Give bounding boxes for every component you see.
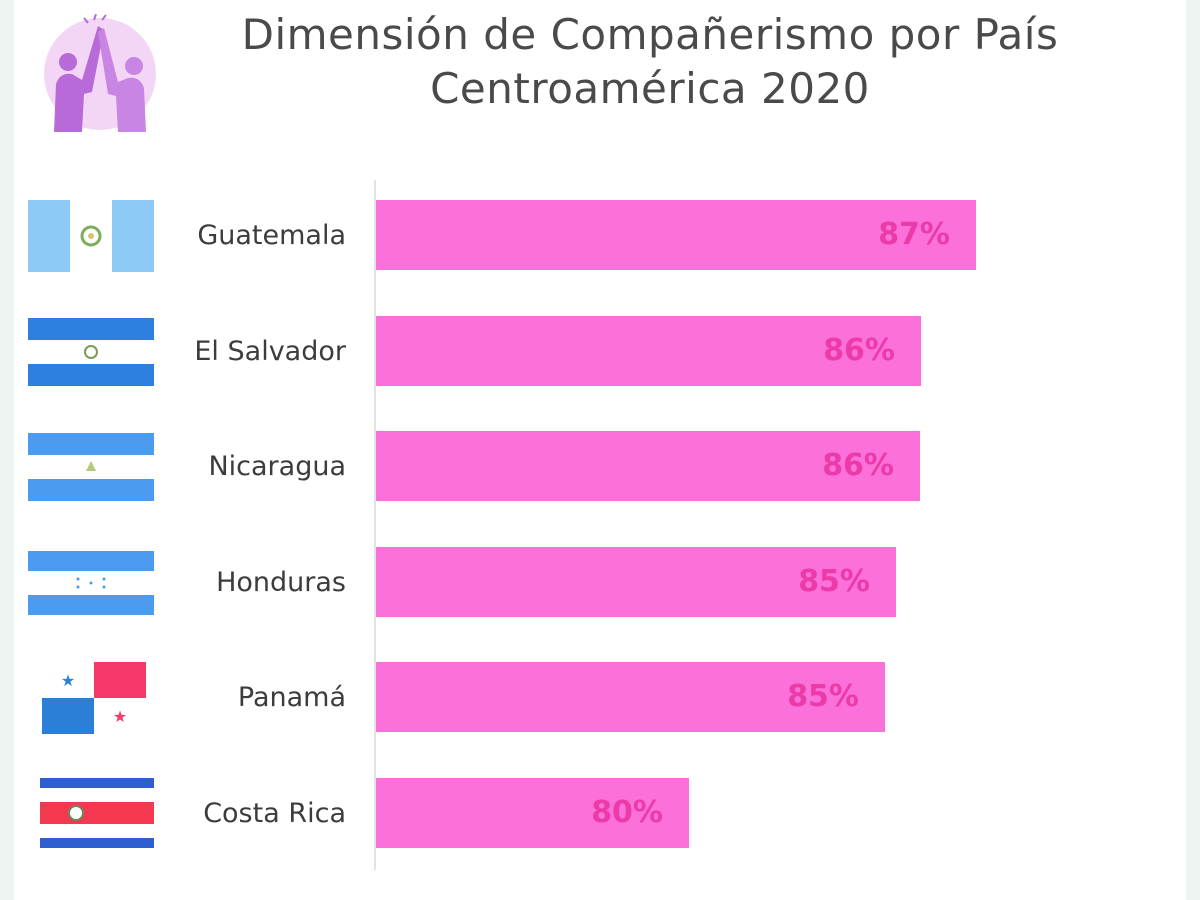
category-label: Panamá (237, 682, 346, 713)
bar-row: Costa Rica 80% (0, 777, 1200, 850)
data-label: 85% (787, 679, 859, 714)
bar: 86% (376, 431, 920, 501)
data-label: 86% (822, 448, 894, 483)
guatemala-flag-icon (28, 200, 154, 272)
category-axis-line (374, 180, 376, 870)
costa-rica-flag-icon (28, 777, 158, 850)
bar: 87% (376, 200, 976, 270)
data-label: 87% (878, 217, 950, 252)
bar: 86% (376, 315, 921, 386)
bar-row: Honduras 85% (0, 546, 1200, 619)
honduras-flag-icon (28, 547, 154, 619)
svg-text:★: ★ (61, 671, 75, 690)
bar: 80% (376, 777, 689, 848)
category-label: Guatemala (197, 220, 346, 251)
high-five-people-icon (38, 13, 158, 134)
data-label: 85% (798, 563, 870, 599)
bar: 85% (376, 662, 885, 732)
chart-title-line2: Centroamérica 2020 (430, 64, 870, 113)
bar-row: Nicaragua 86% (0, 431, 1200, 503)
category-label: Nicaragua (208, 451, 346, 482)
svg-text:★: ★ (113, 707, 127, 726)
el-salvador-flag-icon (28, 316, 154, 388)
chart-title-line1: Dimensión de Compañerismo por País (241, 10, 1059, 59)
chart-title: Dimensión de Compañerismo por País Centr… (190, 8, 1110, 116)
nicaragua-flag-icon (28, 431, 154, 503)
bar: 85% (376, 546, 896, 617)
category-label: El Salvador (194, 335, 346, 367)
bar-row: El Salvador 86% (0, 315, 1200, 388)
data-label: 80% (591, 794, 663, 830)
panama-flag-icon: ★ ★ (28, 662, 154, 734)
bar-row: ★ ★ Panamá 85% (0, 662, 1200, 734)
category-label: Honduras (216, 566, 346, 598)
data-label: 86% (823, 332, 895, 368)
category-label: Costa Rica (203, 797, 346, 829)
bar-row: Guatemala 87% (0, 200, 1200, 272)
